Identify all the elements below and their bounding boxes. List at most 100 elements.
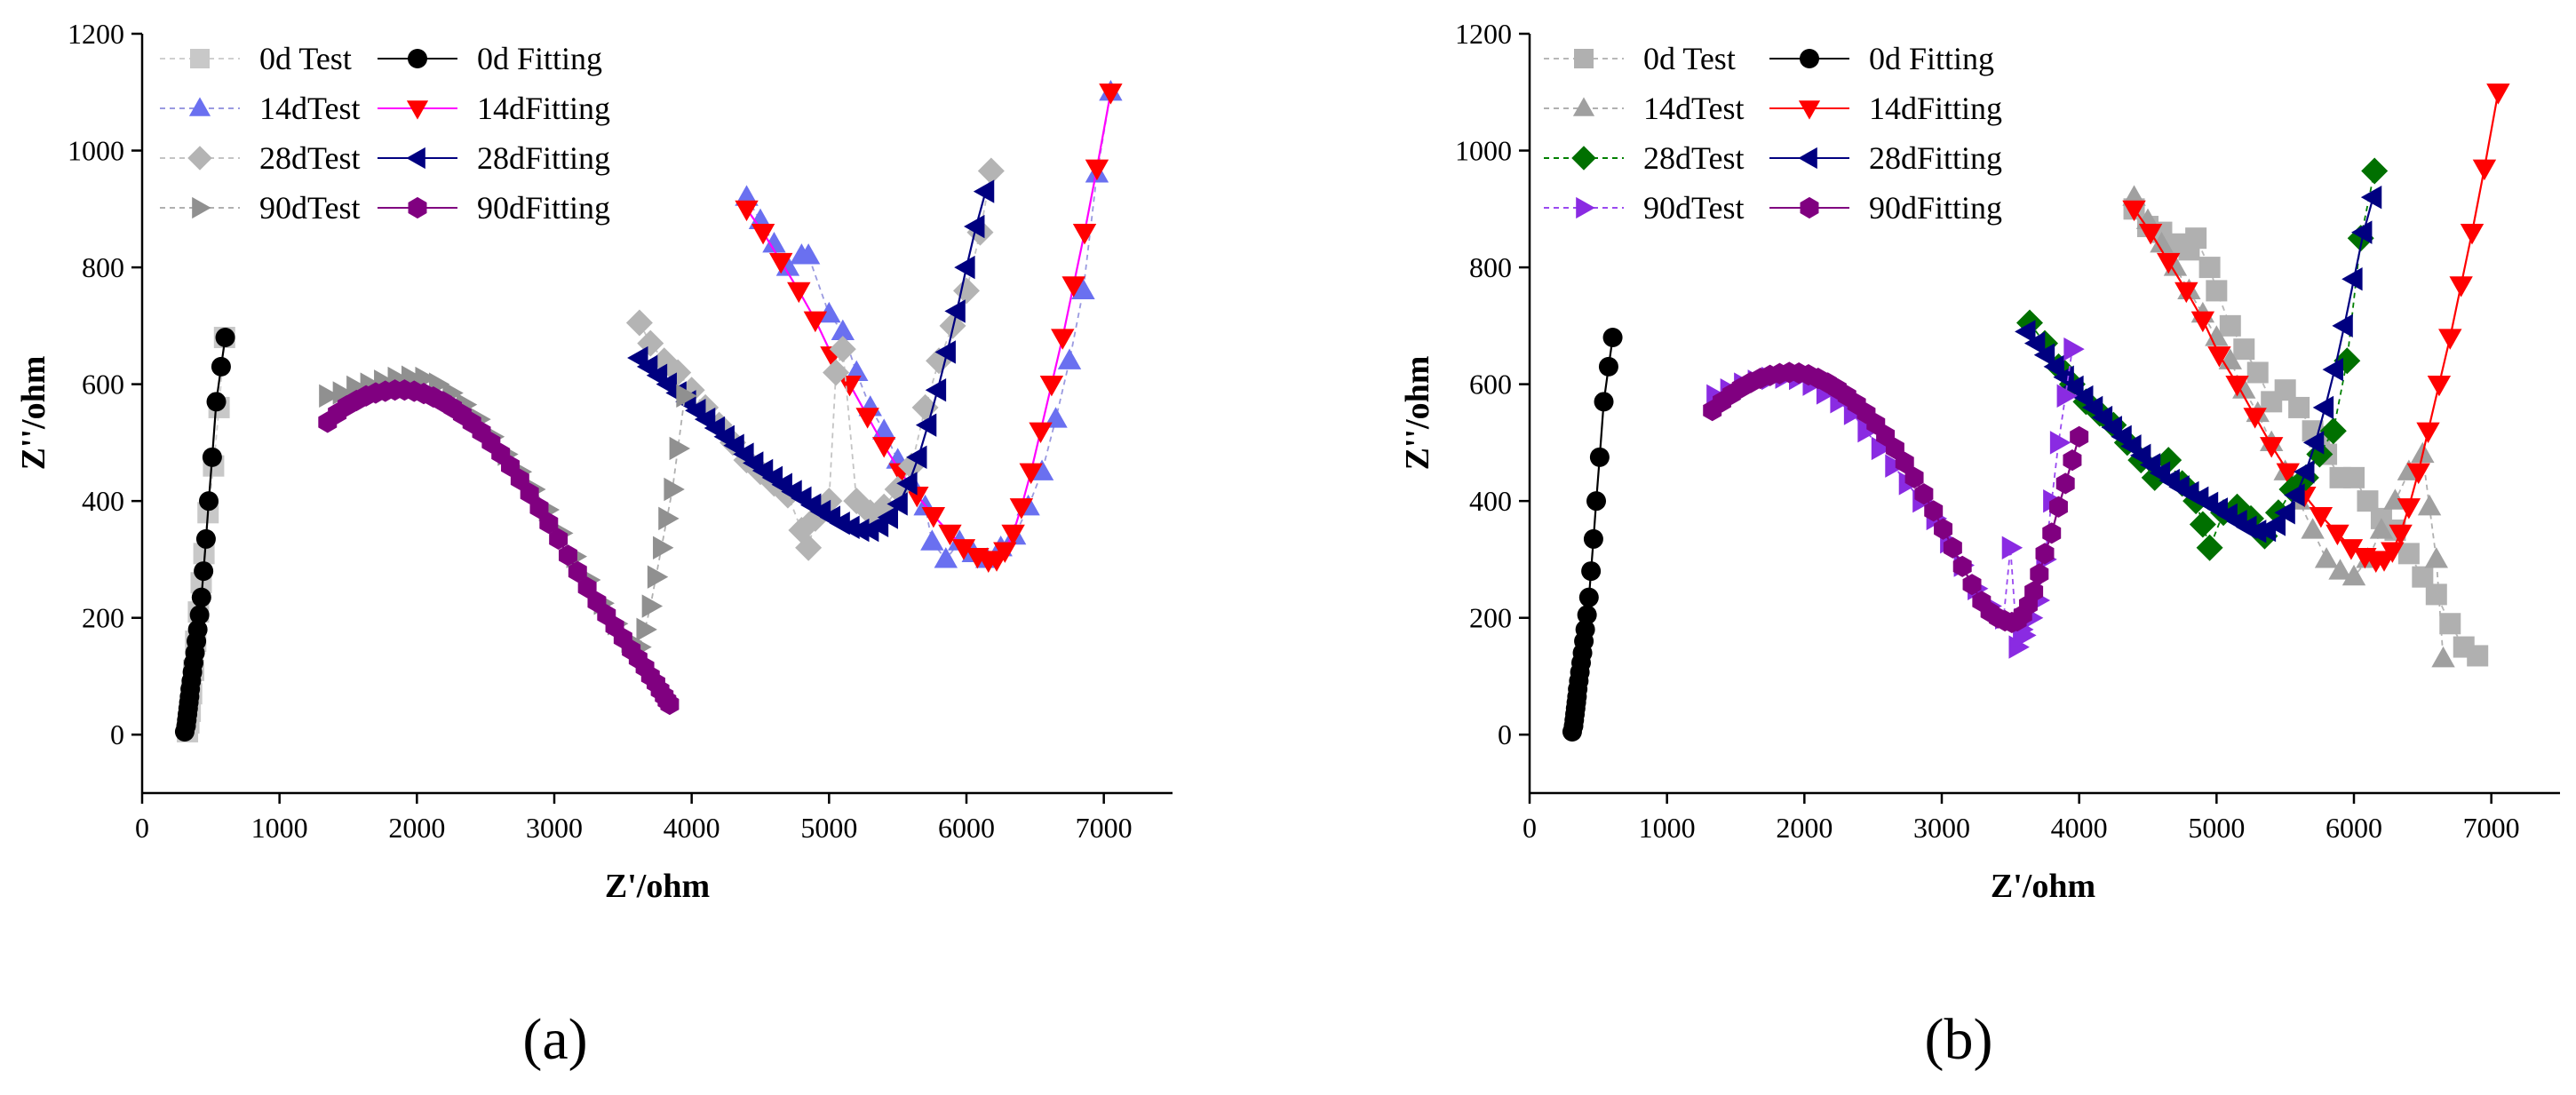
data-point: [2063, 337, 2085, 361]
data-point: [636, 617, 657, 642]
legend-marker: [187, 146, 212, 171]
series-line: [1711, 371, 2080, 624]
data-point: [676, 384, 697, 408]
data-point: [2264, 512, 2286, 536]
legend: 0d Test 14dTest 28dTest 90dTest 0d Fitting 14…: [1544, 41, 2002, 226]
data-point: [735, 200, 759, 222]
panel-label: (a): [522, 1007, 587, 1072]
x-tick-label: 3000: [1913, 812, 1970, 844]
data-point: [1085, 159, 1109, 181]
data-point: [993, 542, 1017, 563]
data-point: [925, 377, 947, 402]
series-90dtest: [319, 365, 697, 659]
data-point: [921, 506, 946, 528]
data-point: [973, 179, 995, 203]
data-point: [2055, 472, 2075, 495]
data-point: [762, 231, 786, 253]
data-point: [2389, 524, 2413, 546]
data-point: [2024, 580, 2044, 603]
data-point: [1924, 500, 1944, 522]
y-tick-label: 0: [1498, 718, 1512, 750]
data-point: [2150, 231, 2174, 253]
data-point: [1586, 491, 1607, 512]
data-point: [2406, 463, 2430, 485]
data-point: [1001, 524, 1025, 546]
data-point: [829, 336, 856, 363]
data-point: [669, 436, 690, 461]
legend-label: 28dTest: [1643, 140, 1744, 176]
data-point: [1871, 436, 1893, 461]
data-point: [1057, 348, 1082, 369]
data-point: [2225, 376, 2249, 397]
data-point: [2361, 157, 2389, 185]
data-point: [1029, 422, 1053, 444]
data-point: [877, 505, 898, 529]
data-point: [2328, 559, 2352, 580]
data-point: [1598, 356, 1618, 377]
data-point: [1589, 447, 1610, 467]
series-28dfitting: [627, 179, 995, 543]
data-point: [195, 528, 216, 549]
data-point: [2360, 185, 2382, 210]
legend-marker: [1574, 49, 1594, 68]
data-point: [2288, 396, 2310, 418]
data-point: [2015, 623, 2037, 647]
x-tick-label: 7000: [1076, 812, 1133, 844]
data-point: [2035, 543, 2055, 565]
data-point: [2397, 543, 2420, 565]
data-point: [1904, 466, 1924, 488]
data-point: [1934, 518, 1953, 540]
legend-marker: [192, 196, 211, 219]
legend-label: 14dFitting: [477, 91, 610, 126]
data-point: [2449, 276, 2473, 298]
data-point: [934, 340, 956, 364]
data-point: [2314, 547, 2339, 568]
data-point: [2425, 583, 2447, 606]
data-point: [1030, 459, 1054, 480]
y-tick-label: 0: [110, 718, 124, 750]
data-point: [625, 309, 653, 337]
data-point: [2302, 431, 2325, 455]
data-point: [2033, 343, 2055, 367]
data-point: [647, 565, 669, 589]
x-tick-label: 7000: [2463, 812, 2520, 844]
data-point: [1578, 587, 1599, 607]
data-point: [549, 528, 568, 551]
y-tick-label: 800: [82, 251, 124, 283]
x-tick-label: 0: [135, 812, 149, 844]
data-point: [787, 282, 811, 304]
data-point: [2157, 252, 2181, 274]
data-point: [938, 524, 962, 546]
data-point: [529, 496, 549, 520]
data-point: [1019, 463, 1043, 485]
data-point: [189, 605, 210, 625]
x-tick-label: 6000: [2326, 812, 2382, 844]
data-point: [2460, 224, 2485, 245]
data-point: [2206, 280, 2228, 302]
data-point: [660, 693, 680, 716]
data-point: [664, 477, 685, 502]
y-tick-label: 1200: [1455, 18, 1512, 50]
data-point: [2091, 405, 2113, 430]
data-point: [1581, 561, 1602, 582]
data-point: [577, 576, 597, 599]
y-tick-label: 400: [82, 485, 124, 517]
data-point: [2243, 408, 2267, 429]
data-point: [2284, 483, 2305, 507]
legend-label: 90dTest: [259, 190, 360, 226]
legend-label: 28dFitting: [1869, 140, 2002, 176]
data-point: [653, 536, 674, 559]
y-axis-label: Z''/ohm: [1399, 356, 1436, 471]
legend-label: 90dFitting: [477, 190, 610, 226]
data-point: [2122, 200, 2146, 222]
x-tick-label: 6000: [938, 812, 995, 844]
data-point: [2341, 267, 2363, 291]
data-point: [2246, 361, 2269, 384]
legend-marker: [1571, 146, 1596, 171]
x-tick-label: 1000: [251, 812, 308, 844]
y-tick-label: 1200: [68, 18, 124, 50]
y-tick-label: 1000: [68, 135, 124, 167]
data-point: [2369, 518, 2394, 539]
legend-marker: [406, 100, 429, 120]
